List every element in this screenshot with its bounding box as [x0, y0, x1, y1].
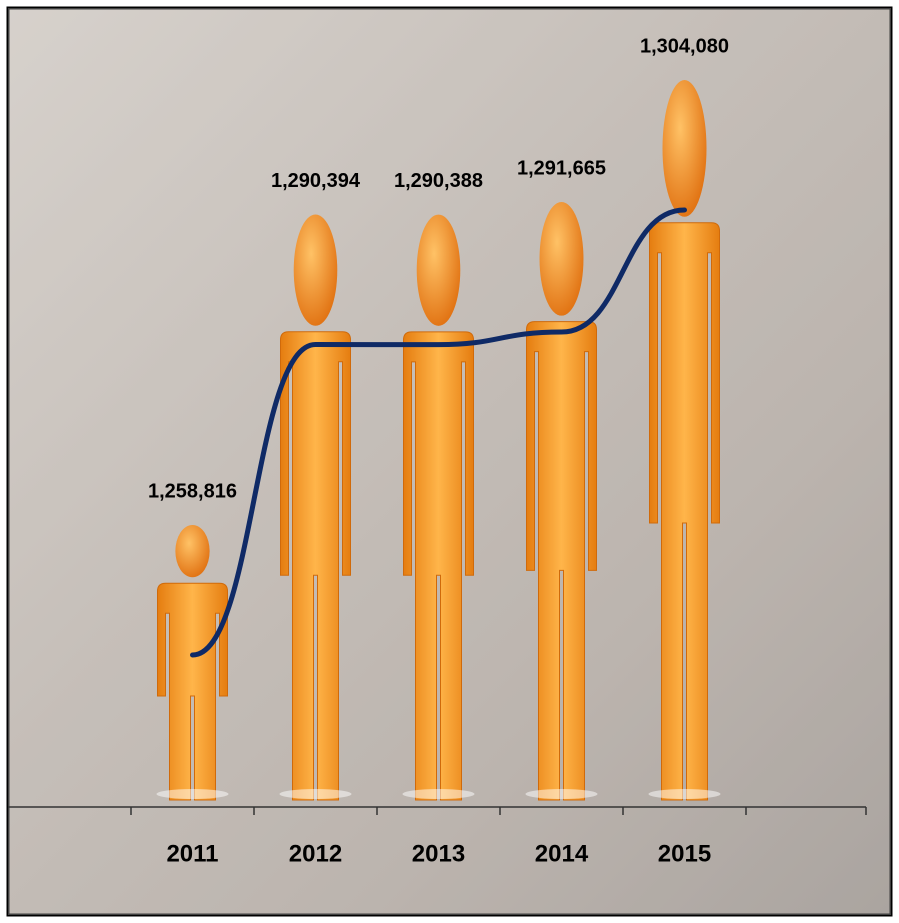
x-tick-label: 2015 — [658, 840, 711, 867]
value-label: 1,290,388 — [394, 170, 483, 192]
person-shadow — [525, 789, 598, 799]
person-shadow — [648, 789, 721, 799]
person-bar — [156, 525, 229, 801]
person-body — [526, 321, 597, 801]
x-tick-label: 2013 — [412, 840, 465, 867]
person-bar — [525, 202, 598, 801]
person-head — [293, 214, 338, 326]
x-tick-label: 2011 — [166, 840, 218, 867]
value-label: 1,258,816 — [148, 480, 237, 502]
value-label: 1,290,394 — [271, 170, 361, 192]
value-label: 1,304,080 — [640, 35, 729, 57]
person-bar — [648, 79, 721, 801]
person-body — [403, 331, 474, 801]
person-body — [157, 582, 228, 801]
trend-line — [190, 207, 687, 658]
person-shadow — [156, 789, 229, 799]
person-shadow — [279, 789, 352, 799]
person-head — [175, 525, 210, 578]
person-bar — [279, 214, 352, 801]
person-head — [416, 214, 461, 326]
x-tick-label: 2012 — [289, 840, 342, 867]
person-head — [662, 79, 707, 217]
person-shadow — [402, 789, 475, 799]
person-body — [280, 331, 351, 801]
plot: 2011 1,258,816 2012 1,290,394 2013 1,290,388 2… — [130, 35, 867, 867]
person-head — [539, 202, 584, 316]
x-tick-label: 2014 — [535, 840, 589, 867]
value-label: 1,291,665 — [517, 157, 606, 179]
person-bar — [402, 214, 475, 801]
